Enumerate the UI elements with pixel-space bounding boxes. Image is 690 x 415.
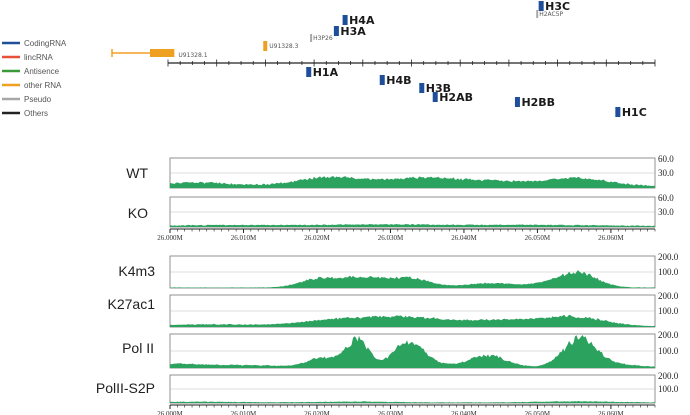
- pseudo-gene-block: [310, 34, 313, 42]
- position-axis-label: 26.010M: [231, 234, 257, 242]
- signal-area: [170, 270, 655, 288]
- track-label: KO: [128, 205, 148, 221]
- gene-block: [432, 92, 438, 102]
- signal-area: [170, 314, 655, 327]
- pseudo-gene-label: H2AC5P: [539, 11, 563, 18]
- signal-area: [170, 224, 655, 227]
- legend-label: Antisence: [24, 67, 60, 76]
- track-scale-max: 200.0: [658, 330, 679, 340]
- signal-tracks: WT 60.0 30.0 KO 60.0 30.0 26.000M 26.010M 26.020…: [96, 154, 679, 415]
- legend-label: Pseudo: [24, 95, 52, 104]
- track-scale-max: 200.0: [658, 371, 679, 381]
- gene-block: [419, 83, 425, 93]
- position-axis-label: 26.020M: [304, 410, 330, 415]
- signal-area: [170, 335, 655, 368]
- other-rna-label: U91328.1: [178, 52, 207, 59]
- position-axis-label: 26.050M: [525, 234, 551, 242]
- track-scale-mid: 100.0: [658, 267, 679, 277]
- legend-label: CodingRNA: [24, 39, 67, 48]
- signal-area: [170, 176, 655, 188]
- gene-label: H2BB: [521, 96, 555, 109]
- signal-area: [170, 401, 655, 403]
- gene-label: H1C: [622, 106, 647, 119]
- position-axis-label: 26.030M: [378, 410, 404, 415]
- track-scale-max: 200.0: [658, 291, 679, 301]
- track-scale-mid: 100.0: [658, 384, 679, 394]
- position-axis-label: 26.050M: [525, 410, 551, 415]
- position-axis-label: 26.030M: [378, 234, 404, 242]
- position-axis-label: 26.060M: [598, 234, 624, 242]
- gene-block: [615, 107, 621, 117]
- position-axis-label: 26.010M: [231, 410, 257, 415]
- track-scale-mid: 100.0: [658, 306, 679, 316]
- track-scale-max: 60.0: [658, 193, 674, 203]
- track-label: WT: [126, 165, 148, 181]
- track-scale-max: 200.0: [658, 252, 679, 262]
- position-axis-label: 26.000M: [157, 410, 183, 415]
- gene-label: H3B: [426, 82, 451, 95]
- track-scale-max: 60.0: [658, 154, 674, 164]
- other-rna-exon: [150, 49, 175, 57]
- pseudo-gene-block: [536, 10, 539, 18]
- gene-label: H2AB: [439, 91, 473, 104]
- legend: CodingRNA lincRNA Antisence other RNA Pseudo…: [2, 39, 67, 118]
- track-scale-mid: 100.0: [658, 346, 679, 356]
- position-axis-label: 26.000M: [157, 234, 183, 242]
- gene-block: [514, 97, 520, 107]
- track-label: K4m3: [118, 263, 155, 279]
- pseudo-gene-label: H3P26: [313, 35, 333, 42]
- track-scale-mid: 30.0: [658, 168, 674, 178]
- gene-label: H4B: [386, 74, 411, 87]
- legend-label: other RNA: [24, 81, 62, 90]
- position-axis-label: 26.040M: [451, 234, 477, 242]
- gene-block: [538, 1, 544, 11]
- legend-label: lincRNA: [24, 53, 54, 62]
- track-label: PolII-S2P: [96, 380, 155, 396]
- gene-label: H1A: [313, 66, 339, 79]
- gene-block: [306, 67, 312, 77]
- other-rna-label: U91328.3: [269, 43, 298, 50]
- gene-block: [379, 75, 385, 85]
- position-axis-label: 26.060M: [598, 410, 624, 415]
- other-rna-block: [263, 41, 268, 51]
- position-axis-label: 26.040M: [451, 410, 477, 415]
- track-scale-mid: 30.0: [658, 207, 674, 217]
- track-label: Pol II: [122, 340, 154, 356]
- gene-block: [333, 26, 339, 36]
- gene-label: H4A: [349, 14, 375, 27]
- gene-label: H3A: [340, 25, 366, 38]
- position-axis-label: 26.020M: [304, 234, 330, 242]
- gene-block: [342, 15, 348, 25]
- track-label: K27ac1: [108, 296, 156, 312]
- gene-label: H3C: [545, 0, 570, 13]
- legend-label: Others: [24, 109, 48, 118]
